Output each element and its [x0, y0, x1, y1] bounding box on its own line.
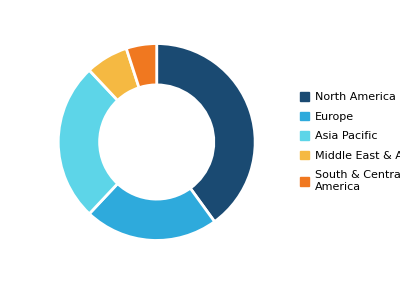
Wedge shape	[89, 184, 214, 241]
Wedge shape	[89, 48, 139, 100]
Legend: North America, Europe, Asia Pacific, Middle East & Africa, South & Central
Ameri: North America, Europe, Asia Pacific, Mid…	[300, 92, 400, 192]
Wedge shape	[58, 70, 118, 214]
Wedge shape	[157, 43, 255, 222]
Wedge shape	[126, 43, 157, 88]
